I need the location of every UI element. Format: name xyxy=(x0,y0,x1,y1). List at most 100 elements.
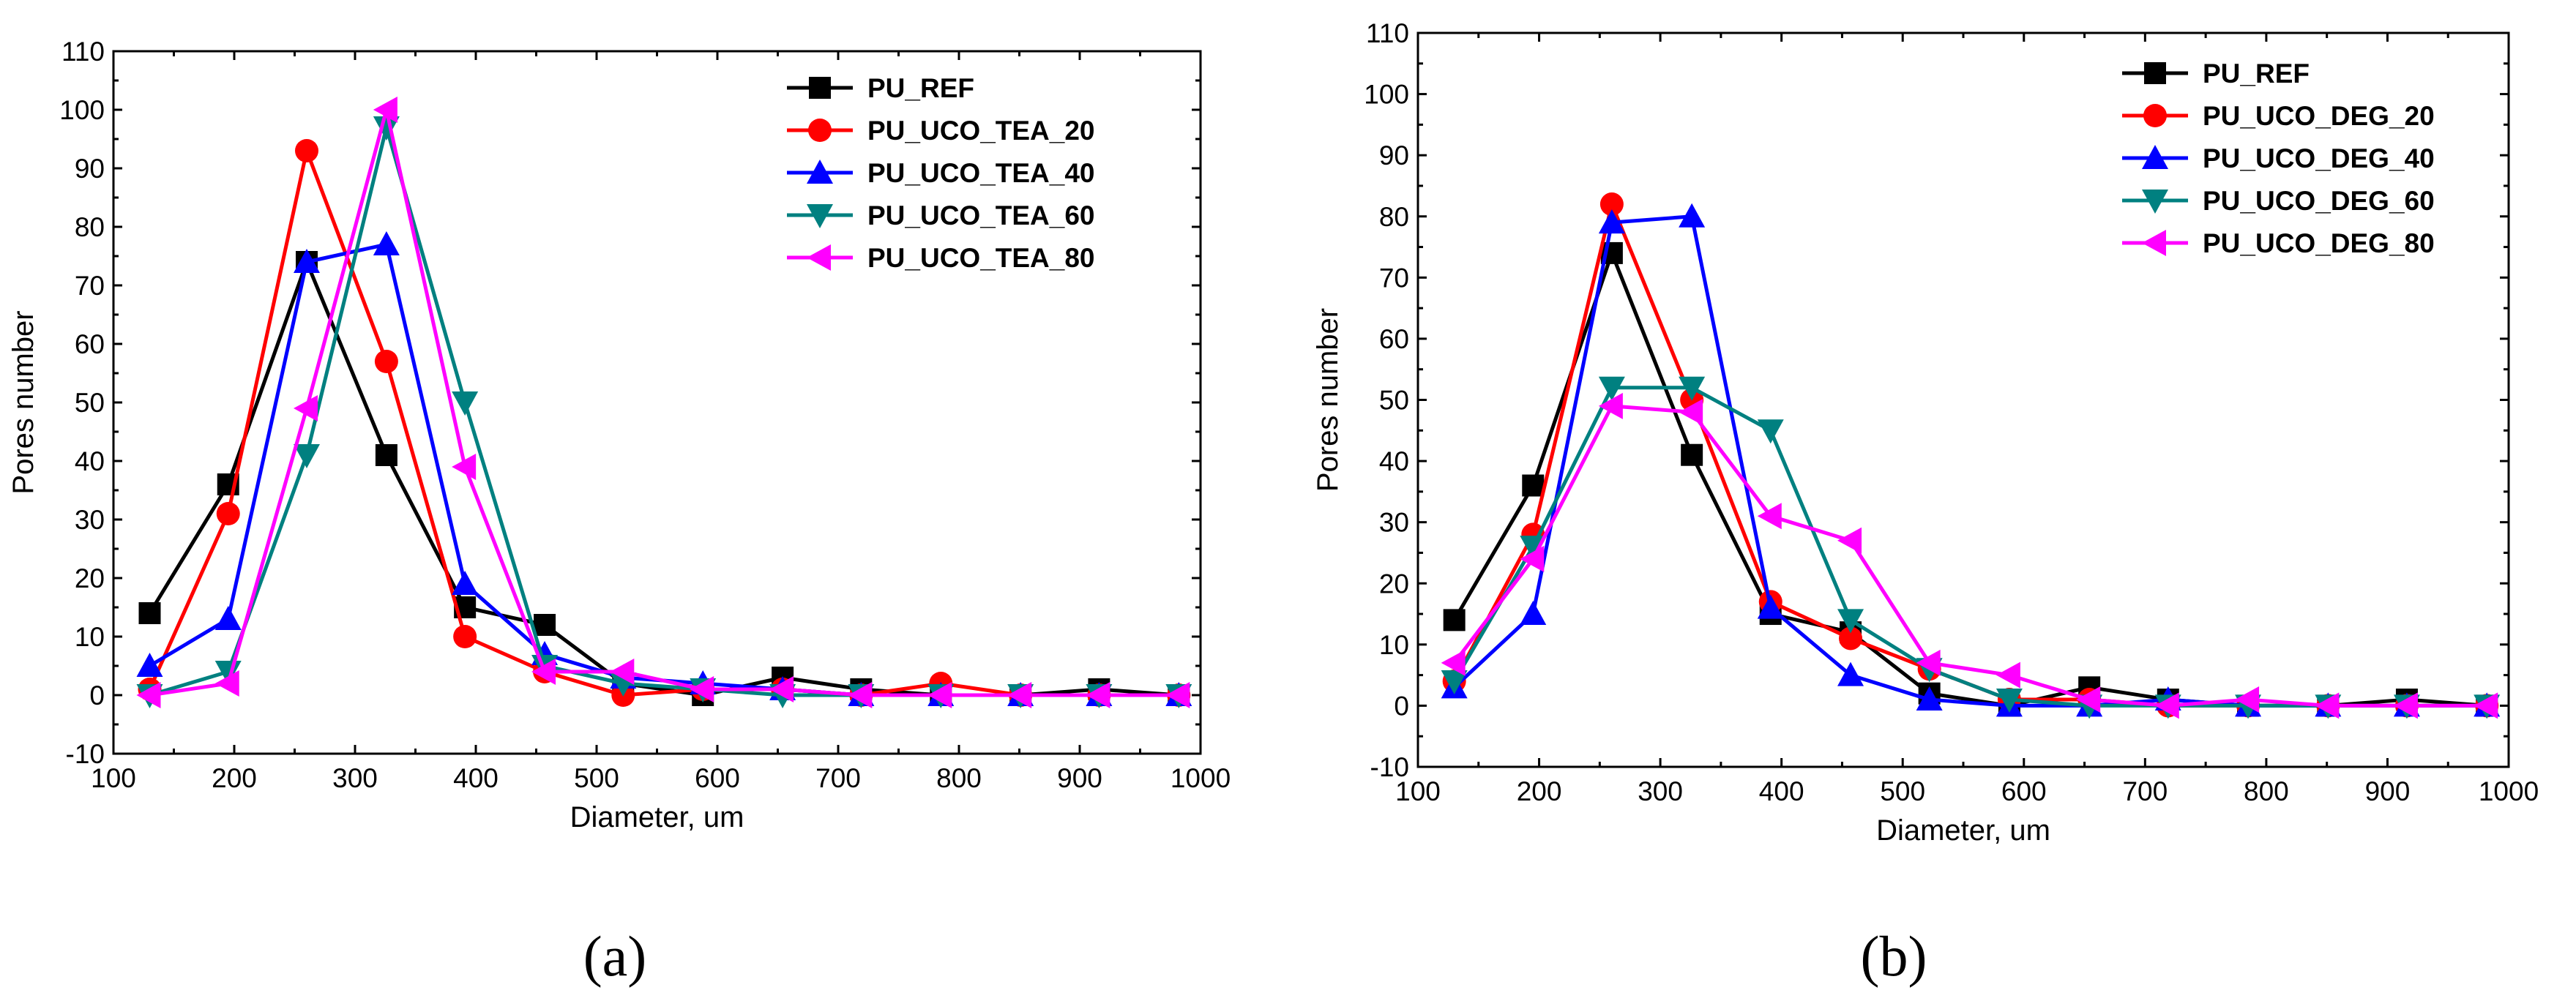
y-tick-label: -10 xyxy=(1370,752,1409,782)
panel-label-b: (b) xyxy=(1860,924,1927,988)
x-tick-label: 400 xyxy=(1759,776,1804,806)
chart-panel-b: -10 0 10 20 30 40 50 60 70 80 90 100 110 100 200 300 400… xyxy=(1288,0,2575,1001)
data-point xyxy=(375,444,397,466)
legend: PU_REF PU_UCO_DEG_20 PU_UCO_DEG_40 PU_UCO_D… xyxy=(2122,59,2435,258)
y-tick-label: 60 xyxy=(75,329,105,359)
legend-label: PU_UCO_DEG_40 xyxy=(2203,143,2435,173)
y-tick-label: 30 xyxy=(75,505,105,535)
legend-marker xyxy=(2142,145,2168,169)
data-point xyxy=(1679,203,1706,228)
y-tick-label: 0 xyxy=(89,681,105,711)
data-point xyxy=(534,614,556,636)
data-point xyxy=(1837,609,1864,634)
x-tick-label: 800 xyxy=(936,763,982,793)
x-tick-label: 1000 xyxy=(2479,776,2539,806)
data-point xyxy=(1839,626,1863,651)
x-tick-label: 300 xyxy=(1638,776,1683,806)
series-PU_REF xyxy=(1443,241,2498,717)
legend-label: PU_REF xyxy=(2203,59,2310,89)
y-tick-label: 50 xyxy=(75,388,105,418)
y-tick-label: 110 xyxy=(1366,18,1409,48)
series-line xyxy=(1452,386,2487,708)
y-tick-label: 20 xyxy=(75,563,105,593)
series-line xyxy=(1452,251,2487,708)
chart-a-svg: -10 0 10 20 30 40 50 60 70 80 90 100 110 100 200 300 400… xyxy=(7,37,1231,833)
data-point xyxy=(1757,594,1784,619)
legend-marker xyxy=(2142,190,2168,214)
data-point xyxy=(2315,692,2340,719)
data-point xyxy=(690,676,714,702)
data-point xyxy=(1520,536,1547,561)
data-point xyxy=(1679,376,1706,401)
data-point xyxy=(373,231,400,255)
series-PU_UCO_TEA_80 xyxy=(136,97,1190,708)
legend-label: PU_UCO_DEG_20 xyxy=(2203,101,2435,131)
y-tick-label: 80 xyxy=(1379,202,1409,232)
data-point xyxy=(453,625,477,648)
data-point xyxy=(1165,682,1190,708)
chart-panel-a: -10 0 10 20 30 40 50 60 70 80 90 100 110 100 200 300 400… xyxy=(7,37,1231,988)
x-tick-label: 100 xyxy=(91,763,136,793)
data-point xyxy=(1598,209,1625,234)
data-point xyxy=(452,391,479,416)
y-tick-label: 0 xyxy=(1394,691,1409,721)
series-line xyxy=(148,149,1179,697)
data-point xyxy=(374,350,398,373)
data-point xyxy=(294,249,320,273)
data-point xyxy=(1598,376,1625,401)
legend-marker xyxy=(2142,230,2166,256)
data-point xyxy=(1837,661,1864,686)
legend-label: PU_UCO_DEG_60 xyxy=(2203,186,2435,216)
data-point xyxy=(214,606,242,630)
x-tick-label: 500 xyxy=(574,763,619,793)
y-tick-label: 10 xyxy=(1379,630,1409,660)
x-tick-label: 700 xyxy=(815,763,861,793)
data-point xyxy=(531,659,556,685)
y-axis-label: Pores number xyxy=(1312,308,1344,492)
y-tick-label: 100 xyxy=(59,95,105,125)
data-point xyxy=(294,395,318,421)
y-tick-label: 70 xyxy=(1379,263,1409,293)
legend-marker xyxy=(807,204,833,228)
x-axis-label: Diameter, um xyxy=(1876,814,2050,847)
series-line xyxy=(149,242,1179,697)
y-tick-label: 20 xyxy=(1379,569,1409,599)
x-tick-label: 200 xyxy=(212,763,257,793)
data-point xyxy=(138,602,161,624)
data-point xyxy=(1520,601,1547,626)
x-tick-label: 600 xyxy=(695,763,740,793)
series-line xyxy=(148,260,1179,697)
data-point xyxy=(216,502,240,525)
data-point xyxy=(1443,609,1466,631)
series-line xyxy=(1452,202,2487,708)
x-tick-label: 900 xyxy=(2365,776,2411,806)
data-point xyxy=(1837,527,1862,554)
data-point xyxy=(1679,399,1703,426)
x-tick-label: 1000 xyxy=(1171,763,1231,793)
data-point xyxy=(1681,443,1703,466)
legend-marker xyxy=(808,119,832,142)
data-point xyxy=(1086,682,1110,708)
legend-label: PU_UCO_TEA_60 xyxy=(867,200,1095,230)
legend-marker xyxy=(2143,104,2167,127)
x-tick-label: 200 xyxy=(1517,776,1562,806)
data-point xyxy=(610,659,635,685)
legend-marker xyxy=(809,77,831,99)
data-point xyxy=(769,676,794,702)
series-line xyxy=(149,108,1179,697)
series-PU_UCO_TEA_40 xyxy=(136,231,1192,706)
data-point xyxy=(1996,689,2023,713)
series-line xyxy=(1452,214,2487,708)
data-point xyxy=(927,682,952,708)
legend-marker xyxy=(807,160,833,184)
data-point xyxy=(1599,192,1624,217)
y-tick-label: 110 xyxy=(61,37,105,67)
series-PU_UCO_DEG_80 xyxy=(1441,392,2498,719)
data-point xyxy=(294,444,320,468)
legend-marker xyxy=(2144,62,2166,84)
data-point xyxy=(2474,692,2498,719)
legend-label: PU_UCO_TEA_20 xyxy=(867,116,1095,146)
data-point xyxy=(1996,661,2020,689)
data-point xyxy=(373,116,400,140)
y-tick-label: 40 xyxy=(75,446,105,476)
